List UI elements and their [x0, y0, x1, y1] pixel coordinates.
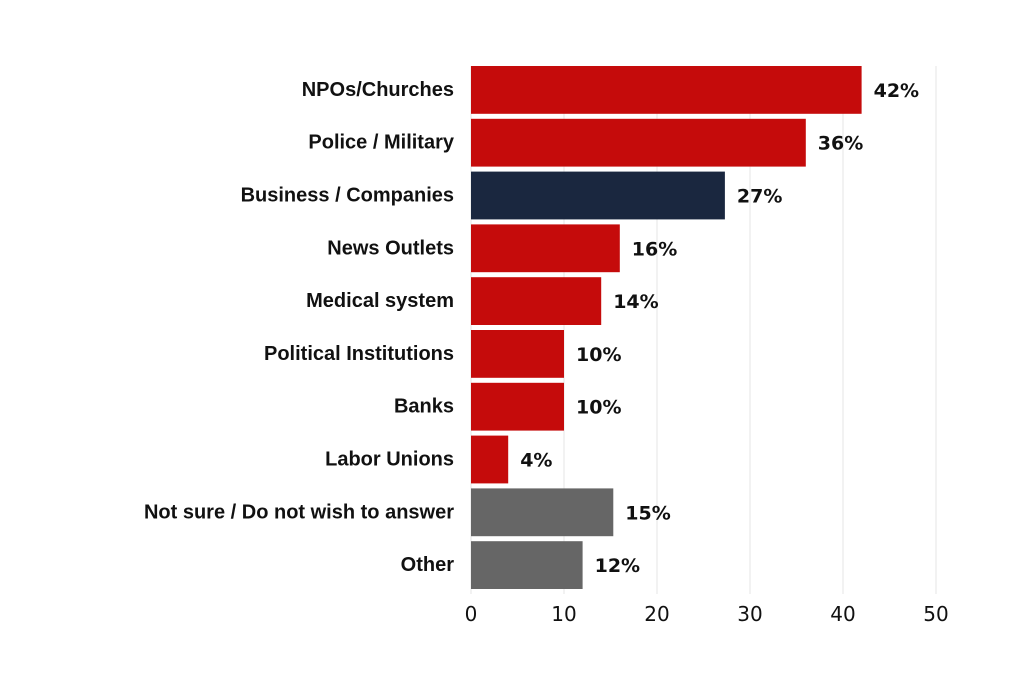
category-label: News Outlets: [327, 237, 454, 259]
value-label: 36%: [818, 133, 863, 155]
category-label: Police / Military: [308, 132, 454, 154]
x-tick-label: 0: [465, 602, 478, 626]
category-label: Other: [401, 554, 455, 576]
category-label: Not sure / Do not wish to answer: [144, 501, 454, 523]
bar: [471, 435, 509, 484]
bars: [471, 66, 862, 589]
bar: [471, 277, 602, 325]
value-label: 15%: [625, 502, 670, 524]
x-tick-label: 10: [551, 602, 576, 626]
value-labels: 42% 36% 27% 16% 14% 10% 10% 4% 15% 12%: [520, 80, 919, 577]
category-labels: NPOs/Churches Police / Military Business /…: [144, 79, 455, 576]
x-tick-label: 50: [923, 602, 948, 626]
value-label: 42%: [874, 80, 919, 102]
category-label: NPOs/Churches: [302, 79, 454, 101]
value-label: 27%: [737, 186, 782, 208]
bar: [471, 118, 806, 167]
bar: [471, 330, 564, 378]
bar: [471, 382, 564, 431]
bar: [471, 171, 725, 220]
category-label: Medical system: [306, 290, 454, 312]
value-label: 10%: [576, 397, 621, 419]
value-label: 16%: [632, 238, 677, 260]
x-tick-label: 20: [644, 602, 669, 626]
value-label: 10%: [576, 344, 621, 366]
value-label: 12%: [595, 555, 640, 577]
bar: [471, 541, 583, 589]
value-label: 4%: [520, 450, 552, 472]
x-axis-ticks: 0 10 20 30 40 50: [465, 602, 949, 626]
bar: [471, 488, 614, 537]
category-label: Banks: [394, 396, 454, 418]
value-label: 14%: [613, 291, 658, 313]
category-label: Business / Companies: [241, 185, 454, 207]
x-tick-label: 40: [830, 602, 855, 626]
bar: [471, 66, 862, 114]
category-label: Political Institutions: [264, 343, 454, 365]
category-label: Labor Unions: [325, 449, 454, 471]
bar: [471, 224, 620, 273]
x-tick-label: 30: [737, 602, 762, 626]
